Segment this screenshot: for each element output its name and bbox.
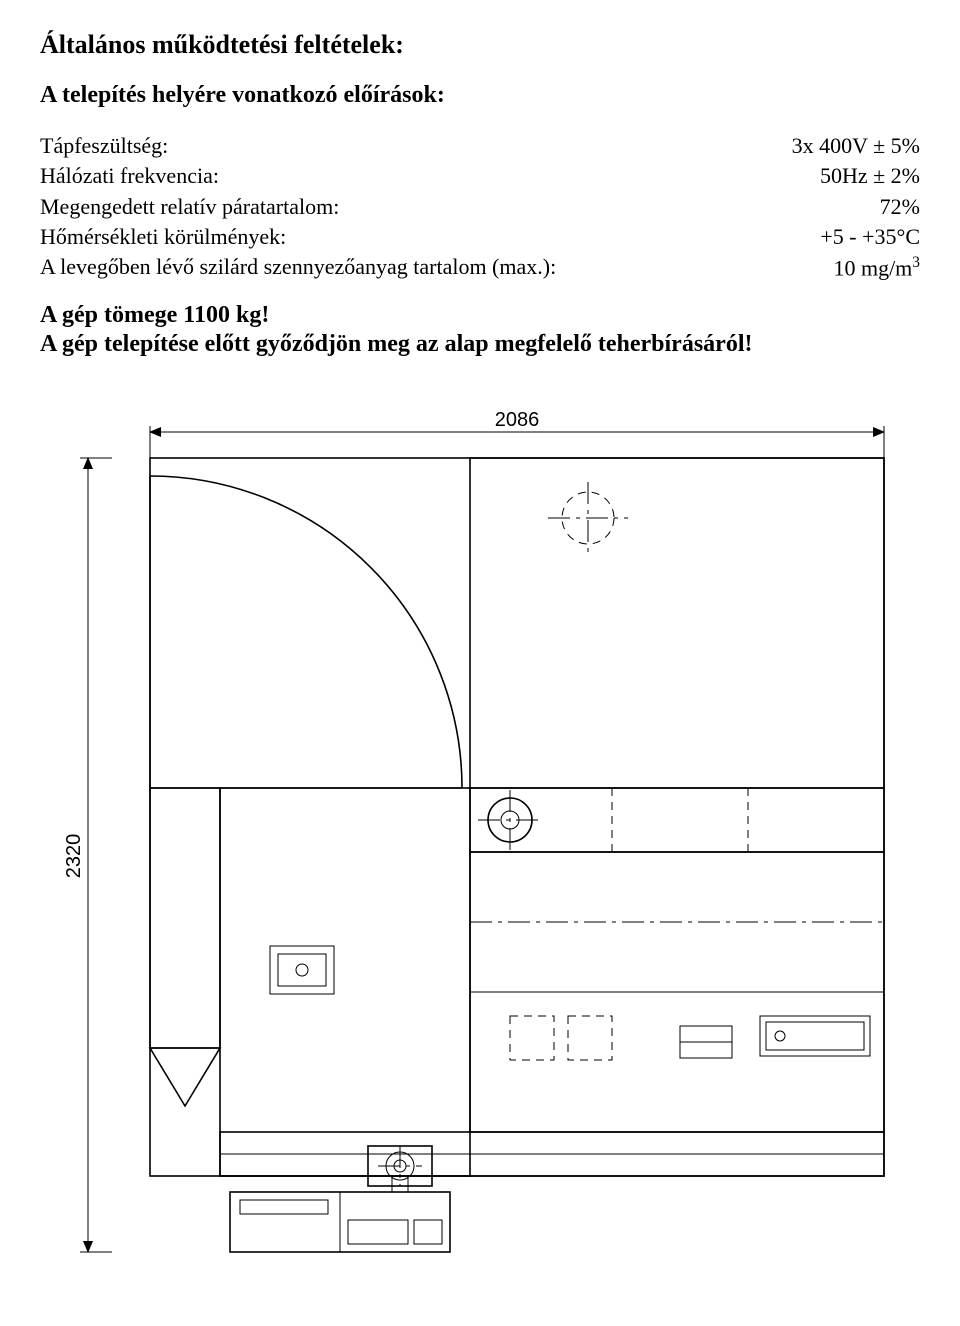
outer-frame — [150, 458, 884, 1176]
section-title: Általános működtetési feltételek: — [40, 30, 920, 60]
control-block — [270, 946, 334, 994]
spec-value-temp: +5 - +35°C — [820, 222, 920, 252]
svg-text:2320: 2320 — [63, 834, 85, 879]
spec-row: Megengedett relatív páratartalom: 72% — [40, 192, 920, 222]
dim-width: 2086 — [150, 409, 884, 458]
door-swing — [150, 476, 462, 788]
spec-row: Hőmérsékleti körülmények: +5 - +35°C — [40, 222, 920, 252]
machine-weight: A gép tömege 1100 kg! — [40, 302, 920, 329]
machine-drawing: .thin{stroke:#000000;stroke-width:1;fill… — [40, 386, 920, 1286]
right-compartment — [470, 852, 884, 1132]
spec-value-frequency: 50Hz ± 2% — [820, 161, 920, 191]
left-angled-panel — [150, 788, 220, 1106]
spec-row: A levegőben lévő szilárd szennyezőanyag … — [40, 252, 920, 284]
spec-label-frequency: Hálózati frekvencia: — [40, 161, 219, 191]
base-rail — [220, 1132, 884, 1176]
spec-value-humidity: 72% — [880, 192, 920, 222]
section-subtitle: A telepítés helyére vonatkozó előírások: — [40, 82, 920, 109]
spec-row: Tápfeszültség: 3x 400V ± 5% — [40, 131, 920, 161]
spec-label-temp: Hőmérsékleti körülmények: — [40, 222, 286, 252]
spec-row: Hálózati frekvencia: 50Hz ± 2% — [40, 161, 920, 191]
spec-label-voltage: Tápfeszültség: — [40, 131, 168, 161]
specs-block: Tápfeszültség: 3x 400V ± 5% Hálózati fre… — [40, 131, 920, 284]
svg-text:2086: 2086 — [495, 409, 540, 431]
spec-value-voltage: 3x 400V ± 5% — [792, 131, 920, 161]
foot-assembly — [368, 1146, 432, 1186]
spec-label-particulate: A levegőben lévő szilárd szennyezőanyag … — [40, 252, 556, 284]
cabinet-upper — [470, 458, 884, 788]
foundation-warning: A gép telepítése előtt győződjön meg az … — [40, 331, 920, 358]
spec-value-particulate: 10 mg/m3 — [833, 252, 920, 284]
technical-drawing-svg: .thin{stroke:#000000;stroke-width:1;fill… — [40, 386, 920, 1286]
spec-label-humidity: Megengedett relatív páratartalom: — [40, 192, 339, 222]
control-pendant — [230, 1176, 450, 1252]
machine-bed — [220, 788, 884, 1176]
dim-height: 2320 — [63, 458, 112, 1252]
